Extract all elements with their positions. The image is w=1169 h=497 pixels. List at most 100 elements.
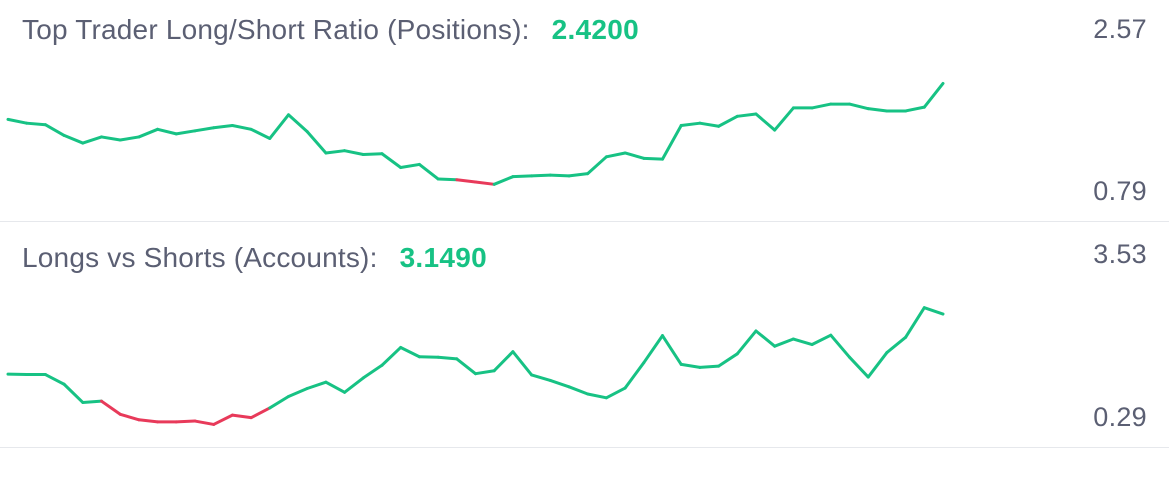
- series-line-segment: [848, 355, 870, 379]
- series-line-segment: [455, 178, 477, 184]
- series-line-segment: [530, 373, 552, 382]
- series-line-segment: [698, 364, 721, 369]
- positions-line-chart: [6, 81, 945, 186]
- series-line-segment: [904, 306, 926, 339]
- series-line-segment: [735, 329, 758, 356]
- series-line-segment: [6, 117, 29, 125]
- series-line-segment: [249, 406, 272, 420]
- series-line-segment: [604, 386, 627, 400]
- series-line-segment: [604, 151, 627, 159]
- series-line-segment: [791, 337, 814, 347]
- series-line-segment: [567, 172, 590, 178]
- series-line-segment: [62, 133, 85, 145]
- series-line-segment: [230, 413, 253, 420]
- chart-panel-positions: Top Trader Long/Short Ratio (Positions):…: [0, 0, 1169, 222]
- positions-current-value: 2.4200: [551, 14, 640, 45]
- accounts-header: Longs vs Shorts (Accounts): 3.1490: [22, 242, 487, 274]
- series-line-segment: [474, 180, 496, 186]
- series-line-segment: [623, 151, 646, 160]
- positions-axis-min: 0.79: [1093, 176, 1147, 206]
- series-line-segment: [137, 127, 160, 139]
- series-line-segment: [866, 351, 889, 379]
- series-line-segment: [399, 345, 421, 359]
- series-line-segment: [268, 395, 290, 410]
- series-line-segment: [511, 174, 534, 179]
- panel-divider: [0, 447, 1169, 448]
- series-line-segment: [586, 392, 608, 400]
- series-line-segment: [380, 345, 403, 367]
- series-line-segment: [287, 386, 309, 399]
- series-line-segment: [530, 173, 552, 178]
- series-line-segment: [848, 102, 870, 111]
- series-line-segment: [100, 399, 122, 416]
- series-line-segment: [305, 380, 328, 390]
- series-line-segment: [623, 361, 646, 390]
- series-line-segment: [829, 333, 851, 359]
- series-line-segment: [773, 337, 795, 348]
- series-line-segment: [43, 123, 66, 137]
- series-line-segment: [399, 162, 421, 170]
- series-line-segment: [43, 373, 66, 386]
- series-line-segment: [100, 135, 122, 142]
- series-line-segment: [548, 378, 571, 389]
- accounts-current-value: 3.1490: [399, 242, 488, 273]
- series-line-segment: [735, 112, 758, 118]
- series-line-segment: [548, 173, 571, 178]
- series-line-segment: [642, 334, 664, 365]
- series-line-segment: [810, 333, 833, 347]
- series-line-segment: [287, 113, 309, 134]
- series-line-segment: [455, 357, 477, 376]
- accounts-title: Longs vs Shorts (Accounts):: [22, 242, 378, 273]
- series-line-segment: [866, 107, 889, 113]
- series-line-segment: [679, 362, 702, 369]
- series-line-segment: [81, 399, 103, 404]
- series-line-segment: [922, 81, 945, 109]
- series-line-segment: [492, 350, 515, 373]
- series-line-segment: [268, 113, 290, 140]
- series-line-segment: [212, 123, 234, 130]
- series-line-segment: [661, 334, 683, 366]
- series-line-segment: [754, 329, 777, 348]
- positions-title: Top Trader Long/Short Ratio (Positions):: [22, 14, 530, 45]
- series-line-segment: [174, 419, 197, 424]
- series-line-segment: [380, 152, 403, 170]
- series-line-segment: [885, 335, 908, 355]
- series-line-segment: [249, 127, 272, 140]
- accounts-line-chart: [6, 306, 945, 426]
- series-line-segment: [567, 385, 590, 396]
- series-line-segment: [324, 149, 347, 155]
- series-line-segment: [212, 413, 234, 426]
- positions-axis-max: 2.57: [1093, 14, 1147, 44]
- panel-divider: [0, 221, 1169, 222]
- accounts-axis-max: 3.53: [1093, 239, 1147, 269]
- series-line-segment: [698, 121, 721, 128]
- series-line-segment: [361, 363, 384, 380]
- series-line-segment: [137, 418, 160, 424]
- series-line-segment: [81, 135, 103, 145]
- series-line-segment: [492, 175, 515, 186]
- chart-panel-accounts: Longs vs Shorts (Accounts): 3.1490 3.53 …: [0, 222, 1169, 448]
- series-line-segment: [305, 130, 328, 155]
- series-line-segment: [343, 376, 365, 394]
- series-line-segment: [642, 156, 664, 161]
- series-line-segment: [922, 306, 945, 316]
- series-line-segment: [62, 382, 85, 404]
- series-line-segment: [773, 106, 795, 132]
- series-line-segment: [324, 380, 347, 394]
- series-line-segment: [118, 412, 141, 422]
- series-line-segment: [717, 114, 739, 128]
- series-line-segment: [661, 123, 683, 161]
- series-line-segment: [156, 127, 178, 136]
- series-line-segment: [717, 352, 739, 368]
- series-line-segment: [174, 129, 197, 136]
- series-line-segment: [511, 350, 534, 377]
- series-line-segment: [193, 126, 216, 133]
- series-line-segment: [193, 419, 216, 426]
- series-line-segment: [754, 112, 777, 132]
- series-line-segment: [904, 105, 926, 113]
- series-line-segment: [417, 162, 440, 181]
- series-line-segment: [343, 149, 365, 157]
- series-line-segment: [361, 152, 384, 157]
- series-line-segment: [230, 123, 253, 131]
- series-line-segment: [436, 355, 459, 361]
